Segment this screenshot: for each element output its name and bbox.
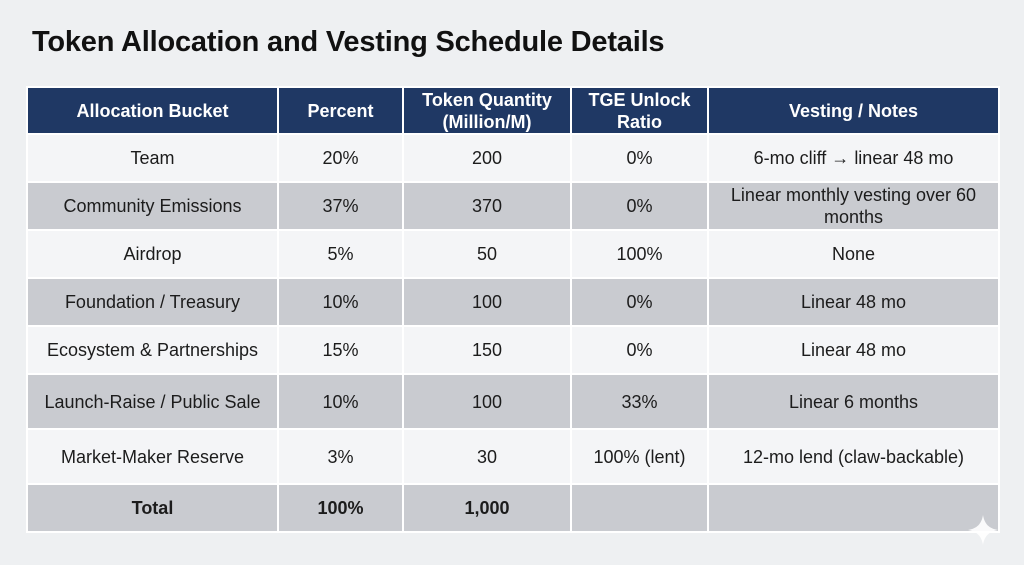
total-percent: 100%: [277, 483, 404, 533]
cell-quantity: 100: [402, 277, 572, 327]
table-row: Airdrop 5% 50 100% None: [26, 229, 1000, 279]
cell-percent: 10%: [277, 373, 404, 430]
table-total-row: Total 100% 1,000: [26, 483, 1000, 533]
total-bucket: Total: [26, 483, 279, 533]
cell-quantity: 370: [402, 181, 572, 231]
total-notes: [707, 483, 1000, 533]
cell-quantity: 30: [402, 428, 572, 485]
header-allocation-bucket: Allocation Bucket: [26, 86, 279, 135]
header-tge-unlock-ratio: TGE Unlock Ratio: [570, 86, 709, 135]
cell-quantity: 50: [402, 229, 572, 279]
cell-notes: 12-mo lend (claw-backable): [707, 428, 1000, 485]
cell-percent: 20%: [277, 133, 404, 183]
cell-percent: 5%: [277, 229, 404, 279]
cell-percent: 37%: [277, 181, 404, 231]
cell-tge: 0%: [570, 133, 709, 183]
cell-tge: 33%: [570, 373, 709, 430]
sparkle-icon: [968, 515, 998, 545]
cell-percent: 3%: [277, 428, 404, 485]
total-quantity: 1,000: [402, 483, 572, 533]
cell-notes: None: [707, 229, 1000, 279]
cell-tge: 0%: [570, 325, 709, 375]
table-header-row: Allocation Bucket Percent Token Quantity…: [26, 86, 1000, 135]
total-tge: [570, 483, 709, 533]
cell-tge: 100%: [570, 229, 709, 279]
table-row: Foundation / Treasury 10% 100 0% Linear …: [26, 277, 1000, 327]
cell-notes: 6-mo cliff → linear 48 mo: [707, 133, 1000, 183]
table-row: Market-Maker Reserve 3% 30 100% (lent) 1…: [26, 428, 1000, 485]
cell-quantity: 150: [402, 325, 572, 375]
allocation-table: Allocation Bucket Percent Token Quantity…: [26, 86, 1000, 533]
cell-tge: 100% (lent): [570, 428, 709, 485]
table-row: Team 20% 200 0% 6-mo cliff → linear 48 m…: [26, 133, 1000, 183]
cell-quantity: 100: [402, 373, 572, 430]
header-vesting-notes: Vesting / Notes: [707, 86, 1000, 135]
cell-notes: Linear monthly vesting over 60 months: [707, 181, 1000, 231]
cell-notes: Linear 48 mo: [707, 277, 1000, 327]
cell-percent: 15%: [277, 325, 404, 375]
cell-bucket: Launch-Raise / Public Sale: [26, 373, 279, 430]
cell-notes: Linear 48 mo: [707, 325, 1000, 375]
cell-bucket: Ecosystem & Partnerships: [26, 325, 279, 375]
cell-notes: Linear 6 months: [707, 373, 1000, 430]
table-row: Community Emissions 37% 370 0% Linear mo…: [26, 181, 1000, 231]
page-title: Token Allocation and Vesting Schedule De…: [32, 26, 665, 58]
cell-bucket: Market-Maker Reserve: [26, 428, 279, 485]
table-row: Launch-Raise / Public Sale 10% 100 33% L…: [26, 373, 1000, 430]
cell-tge: 0%: [570, 181, 709, 231]
cell-tge: 0%: [570, 277, 709, 327]
table-row: Ecosystem & Partnerships 15% 150 0% Line…: [26, 325, 1000, 375]
cell-bucket: Team: [26, 133, 279, 183]
cell-bucket: Airdrop: [26, 229, 279, 279]
cell-bucket: Foundation / Treasury: [26, 277, 279, 327]
cell-bucket: Community Emissions: [26, 181, 279, 231]
header-token-quantity: Token Quantity (Million/M): [402, 86, 572, 135]
cell-quantity: 200: [402, 133, 572, 183]
cell-percent: 10%: [277, 277, 404, 327]
header-percent: Percent: [277, 86, 404, 135]
